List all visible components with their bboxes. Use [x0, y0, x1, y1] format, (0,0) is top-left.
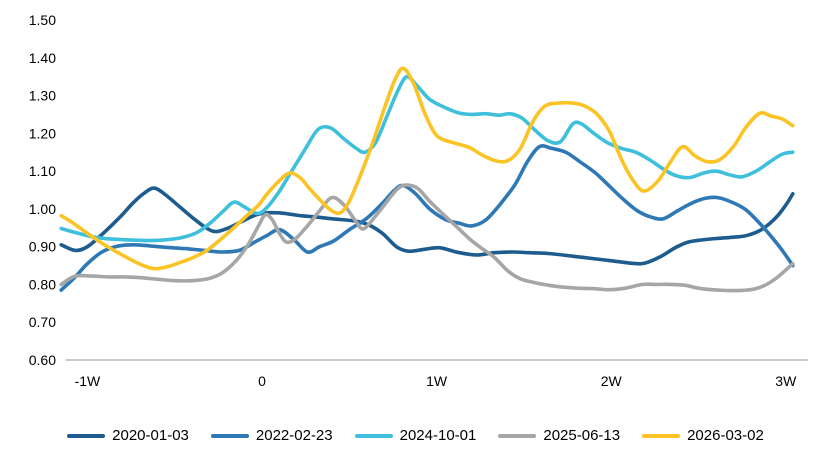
y-tick-label: 1.40	[29, 50, 56, 66]
y-tick-label: 1.00	[29, 201, 56, 217]
chart-legend: 2020-01-03 2022-02-23 2024-10-01 2025-06…	[0, 427, 831, 444]
y-tick-label: 1.10	[29, 163, 56, 179]
legend-label: 2025-06-13	[543, 427, 621, 444]
x-tick-label: -1W	[75, 373, 101, 389]
x-tick-label: 1W	[426, 373, 448, 389]
legend-swatch-2022-02-23	[210, 433, 249, 438]
legend-item-2025-06-13: 2025-06-13	[492, 427, 626, 444]
legend-swatch-2026-03-02	[642, 433, 681, 438]
legend-swatch-2025-06-13	[498, 433, 537, 438]
legend-item-2024-10-01: 2024-10-01	[349, 427, 483, 444]
x-tick-label: 2W	[601, 373, 623, 389]
legend-label: 2024-10-01	[399, 427, 477, 444]
legend-swatch-2024-10-01	[354, 433, 393, 438]
legend-label: 2022-02-23	[255, 427, 333, 444]
legend-label: 2026-03-02	[687, 427, 764, 444]
y-tick-label: 0.60	[29, 352, 56, 368]
y-tick-label: 0.90	[29, 239, 56, 255]
x-tick-label: 3W	[775, 373, 797, 389]
y-tick-label: 0.70	[29, 314, 56, 330]
legend-label: 2020-01-03	[112, 427, 189, 444]
y-tick-label: 1.50	[29, 12, 56, 28]
series-line-2024-10-01	[59, 74, 795, 243]
series-line-2026-03-02	[59, 66, 795, 271]
x-tick-label: 0	[258, 373, 266, 389]
y-tick-label: 0.80	[29, 276, 56, 292]
series-line-2022-02-23	[59, 144, 795, 292]
series-line-2020-01-03	[59, 186, 795, 266]
legend-swatch-2020-01-03	[67, 433, 106, 438]
legend-item-2026-03-02: 2026-03-02	[636, 427, 770, 444]
series-line-2025-06-13	[59, 183, 795, 293]
legend-item-2022-02-23: 2022-02-23	[205, 427, 339, 444]
y-tick-label: 1.30	[29, 88, 56, 104]
chart-canvas: 1.50 1.40 1.30 1.20 1.10 1.00 0.90 0.80 0.70 0.60…	[29, 12, 808, 389]
legend-item-2020-01-03: 2020-01-03	[61, 427, 195, 444]
y-tick-label: 1.20	[29, 125, 56, 141]
